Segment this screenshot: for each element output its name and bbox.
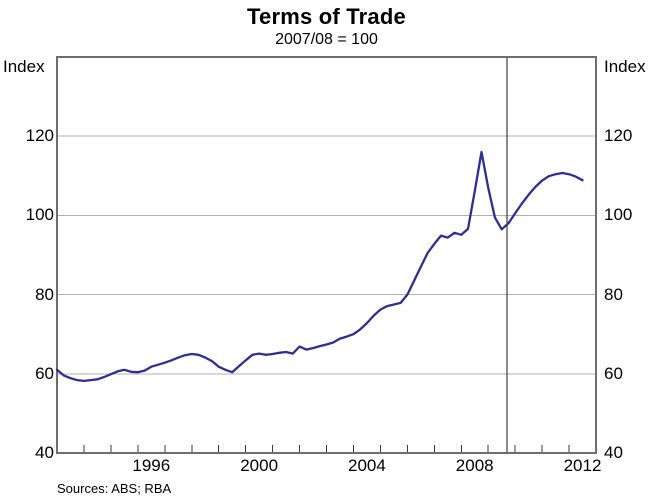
x-tick-label: 2000 <box>240 456 279 475</box>
plot-frame <box>56 56 597 454</box>
x-tick-label: 2008 <box>455 456 494 475</box>
x-tick-label: 2012 <box>563 456 602 475</box>
y-axis-unit-right: Index <box>604 57 646 76</box>
chart-subtitle: 2007/08 = 100 <box>275 31 378 48</box>
y-tick-label-left: 100 <box>25 205 54 225</box>
terms-of-trade-line <box>55 150 584 383</box>
y-tick-label-right: 80 <box>604 284 623 304</box>
page-title: Terms of Trade <box>247 4 406 29</box>
y-axis-unit-left: Index <box>3 57 45 76</box>
y-tick-label-left: 120 <box>25 126 54 146</box>
y-tick-label-left: 60 <box>35 363 54 383</box>
y-tick-label-left: 80 <box>35 284 54 304</box>
y-tick-label-right: 120 <box>604 126 633 146</box>
sources-note: Sources: ABS; RBA <box>57 481 172 496</box>
y-tick-label-right: 100 <box>604 205 633 225</box>
y-tick-label-left: 40 <box>35 443 54 462</box>
y-tick-label-right: 60 <box>604 363 623 383</box>
y-tick-label-right: 40 <box>604 443 623 462</box>
x-tick-label: 2004 <box>348 456 386 475</box>
x-tick-label: 1996 <box>132 456 171 475</box>
